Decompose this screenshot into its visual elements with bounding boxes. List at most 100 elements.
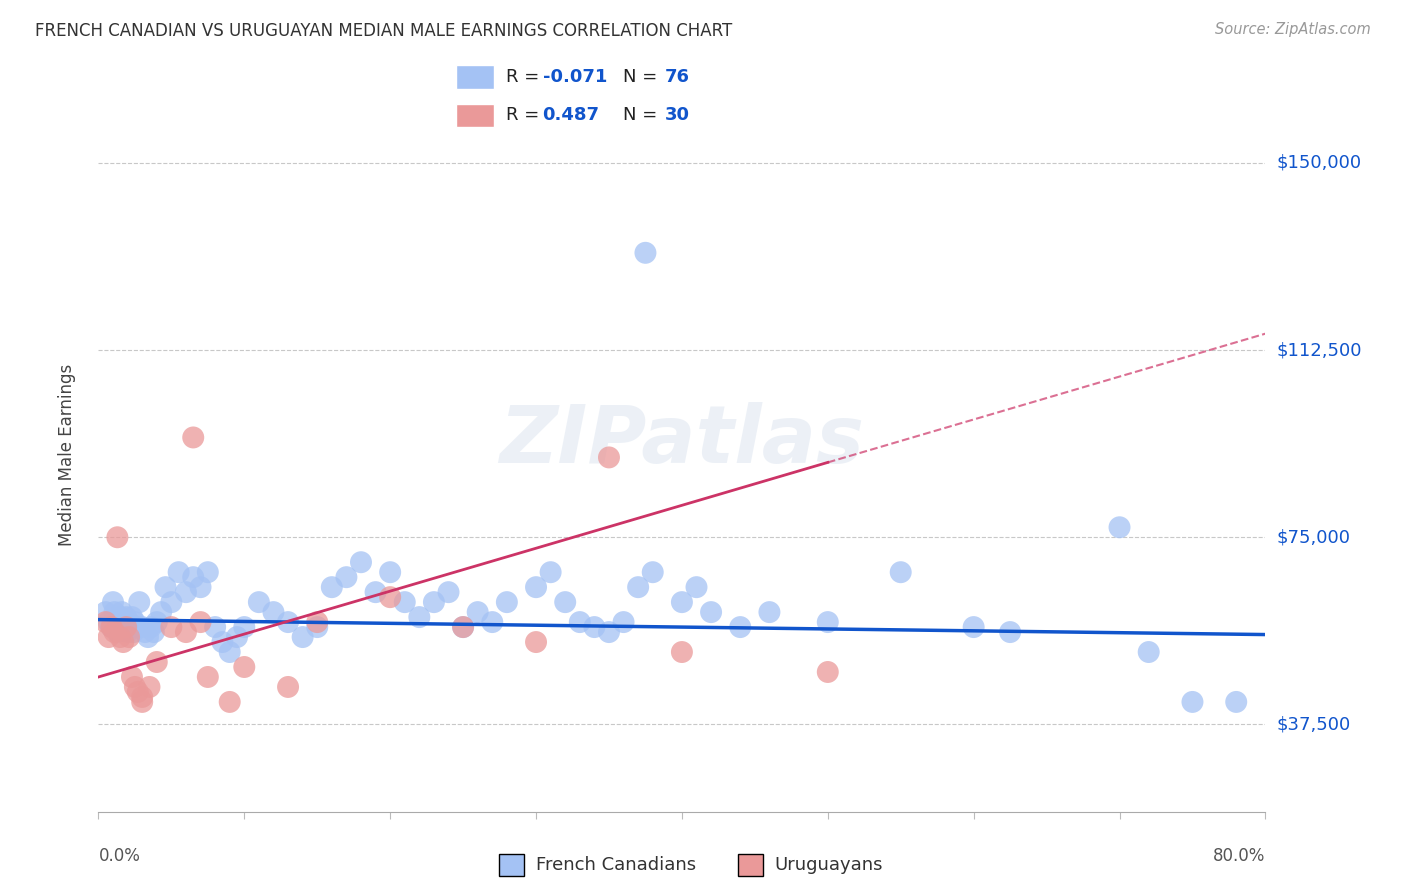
Point — [155, 580, 177, 594]
Point — [127, 685, 149, 699]
Y-axis label: Median Male Earnings: Median Male Earnings — [58, 364, 76, 546]
Text: $150,000: $150,000 — [1277, 154, 1361, 172]
Point — [181, 430, 204, 444]
Text: ZIPatlas: ZIPatlas — [499, 401, 865, 480]
Point — [758, 605, 780, 619]
Point — [108, 620, 131, 634]
Point — [634, 245, 657, 260]
Point — [524, 580, 547, 594]
Point — [94, 605, 117, 619]
Point — [121, 670, 143, 684]
Text: $112,500: $112,500 — [1277, 341, 1362, 359]
Point — [110, 610, 132, 624]
Point — [262, 605, 284, 619]
Point — [146, 655, 169, 669]
Point — [218, 695, 240, 709]
Text: French Canadians: French Canadians — [536, 855, 696, 874]
Point — [121, 610, 143, 624]
Point — [190, 580, 212, 594]
Point — [598, 450, 620, 465]
Point — [104, 615, 127, 629]
Point — [197, 670, 219, 684]
Point — [124, 615, 146, 629]
Point — [139, 620, 162, 634]
Point — [233, 620, 256, 634]
Point — [112, 615, 135, 629]
Point — [115, 610, 138, 624]
Point — [612, 615, 634, 629]
Point — [136, 630, 159, 644]
Point — [307, 620, 329, 634]
Text: 0.0%: 0.0% — [98, 847, 141, 864]
Point — [364, 585, 387, 599]
Point — [307, 615, 329, 629]
Text: 0.487: 0.487 — [543, 106, 599, 124]
Point — [160, 595, 183, 609]
Text: FRENCH CANADIAN VS URUGUAYAN MEDIAN MALE EARNINGS CORRELATION CHART: FRENCH CANADIAN VS URUGUAYAN MEDIAN MALE… — [35, 22, 733, 40]
Point — [671, 595, 693, 609]
Point — [423, 595, 446, 609]
Point — [495, 595, 517, 609]
Point — [101, 595, 124, 609]
Text: N =: N = — [623, 68, 664, 86]
Point — [105, 530, 128, 544]
Point — [1225, 695, 1247, 709]
Point — [554, 595, 576, 609]
Point — [277, 615, 299, 629]
Point — [142, 625, 165, 640]
Point — [105, 625, 128, 640]
Point — [190, 615, 212, 629]
Point — [451, 620, 474, 634]
Point — [131, 695, 153, 709]
Point — [627, 580, 650, 594]
Point — [100, 620, 122, 634]
Point — [685, 580, 707, 594]
Point — [1137, 645, 1160, 659]
Point — [481, 615, 503, 629]
Point — [97, 615, 120, 629]
Point — [128, 595, 150, 609]
Point — [125, 620, 148, 634]
Point — [138, 680, 160, 694]
Text: R =: R = — [506, 68, 546, 86]
Text: Uruguayans: Uruguayans — [775, 855, 883, 874]
Text: 80.0%: 80.0% — [1213, 847, 1265, 864]
Text: 30: 30 — [665, 106, 689, 124]
Point — [211, 635, 233, 649]
Point — [890, 565, 912, 579]
Point — [118, 615, 141, 629]
Point — [218, 645, 240, 659]
Point — [247, 595, 270, 609]
Point — [100, 620, 122, 634]
Point — [437, 585, 460, 599]
Point — [583, 620, 606, 634]
Point — [1181, 695, 1204, 709]
Point — [817, 615, 839, 629]
Point — [117, 625, 139, 640]
Bar — [456, 103, 494, 128]
Point — [568, 615, 591, 629]
Text: R =: R = — [506, 106, 551, 124]
Point — [335, 570, 357, 584]
Text: -0.071: -0.071 — [543, 68, 607, 86]
Point — [122, 625, 145, 640]
Point — [103, 625, 125, 640]
Point — [131, 690, 153, 704]
Point — [598, 625, 620, 640]
Point — [124, 680, 146, 694]
Point — [378, 565, 402, 579]
Point — [524, 635, 547, 649]
Point — [114, 620, 136, 634]
Point — [174, 585, 197, 599]
Point — [467, 605, 489, 619]
Text: Source: ZipAtlas.com: Source: ZipAtlas.com — [1215, 22, 1371, 37]
Point — [700, 605, 723, 619]
Point — [408, 610, 430, 624]
Point — [134, 625, 156, 640]
Point — [321, 580, 343, 594]
Point — [167, 565, 190, 579]
Point — [671, 645, 693, 659]
Point — [146, 615, 169, 629]
Point — [277, 680, 299, 694]
Text: N =: N = — [623, 106, 664, 124]
